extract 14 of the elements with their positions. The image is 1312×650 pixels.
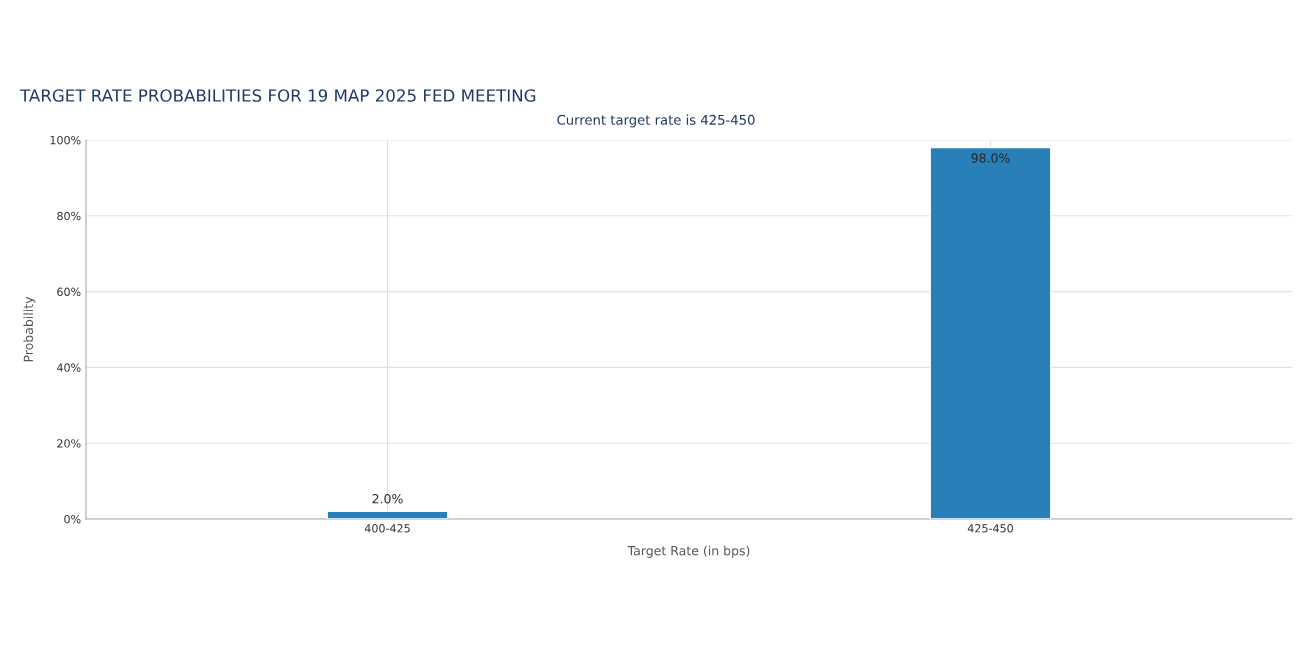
y-tick-label: 100% (50, 135, 81, 145)
y-tick-label: 40% (56, 363, 81, 372)
x-axis-title: Target Rate (in bps) (627, 545, 750, 558)
chart-title: TARGET RATE PROBABILITIES FOR 19 MAP 2025 FED MEETING (19, 89, 536, 102)
x-tick-label: 400-425 (364, 524, 410, 533)
y-tick-label: 80% (57, 211, 81, 221)
y-axis-title: Probability (23, 296, 36, 362)
chart-subtitle: Current target rate is 425-450 (557, 114, 755, 128)
y-tick-label: 0% (64, 514, 81, 524)
x-tick-label: 425-450 (967, 524, 1013, 533)
y-tick-label: 60% (57, 287, 81, 296)
y-tick-label: 20% (57, 439, 81, 448)
data-label: 98.0% (971, 153, 1010, 163)
data-label: 2.0% (372, 493, 403, 504)
